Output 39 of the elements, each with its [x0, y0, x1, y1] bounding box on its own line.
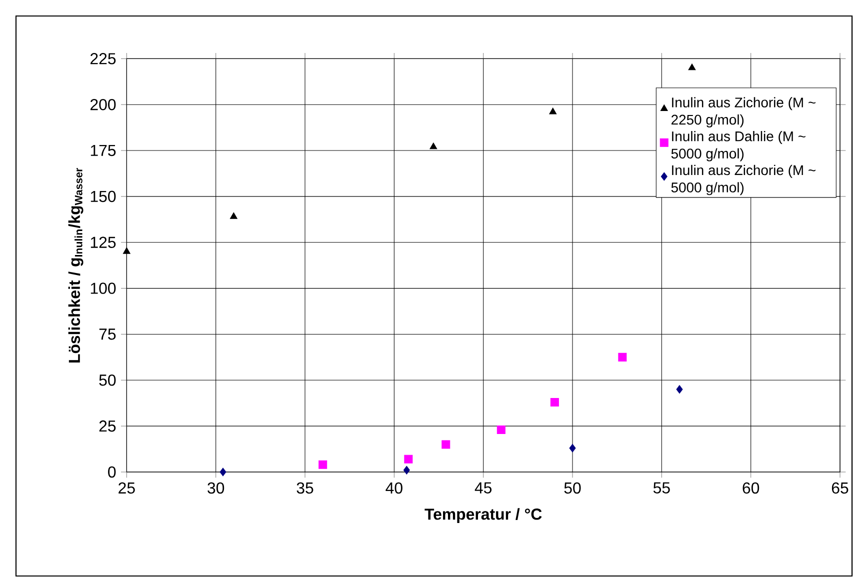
point — [404, 454, 413, 464]
x-tick-label: 40 — [386, 482, 402, 494]
point — [688, 64, 696, 70]
point — [569, 444, 576, 452]
x-axis-title: Temperatur / °C — [424, 508, 542, 523]
point — [618, 352, 627, 362]
point — [403, 466, 410, 474]
x-tick-label: 45 — [474, 482, 492, 494]
y-tick-label: 25 — [99, 420, 116, 432]
y-tick-label: 50 — [99, 374, 116, 386]
x-tick-label: 60 — [742, 482, 760, 494]
legend-label: Inulin aus Dahlie (M ~ 5000 g/mol) — [671, 131, 806, 162]
y-tick-label: 125 — [90, 236, 116, 248]
y-tick-label: 175 — [90, 144, 116, 156]
y-tick-label: 100 — [90, 282, 116, 294]
point — [442, 440, 450, 449]
point — [220, 468, 226, 476]
y-tick-label: 200 — [90, 98, 116, 110]
x-tick-label: 55 — [653, 482, 670, 494]
x-tick-label: 25 — [118, 482, 135, 494]
point — [230, 212, 238, 219]
x-tick-label: 35 — [296, 482, 314, 494]
point — [550, 398, 559, 406]
point — [430, 142, 438, 150]
legend-label: Inulin aus Zichorie (M ~ 5000 g/mol) — [671, 164, 816, 196]
point — [496, 425, 506, 434]
y-tick-label: 0 — [108, 466, 116, 478]
point — [122, 247, 130, 254]
y-tick-label: 225 — [90, 53, 116, 64]
x-tick-label: 50 — [564, 482, 581, 494]
point — [318, 460, 328, 469]
y-tick-label: 75 — [99, 328, 116, 340]
x-tick-label: 30 — [208, 482, 224, 494]
x-tick-label: 65 — [832, 482, 848, 494]
point — [549, 108, 557, 114]
point — [676, 385, 683, 394]
y-axis-title: Löslichkeit / g$_{Inulin}$/kg$_{Wasser}$ — [68, 168, 84, 362]
y-tick-label: 150 — [90, 190, 116, 202]
legend-label: Inulin aus Zichorie (M ~ 2250 g/mol) — [672, 97, 816, 128]
